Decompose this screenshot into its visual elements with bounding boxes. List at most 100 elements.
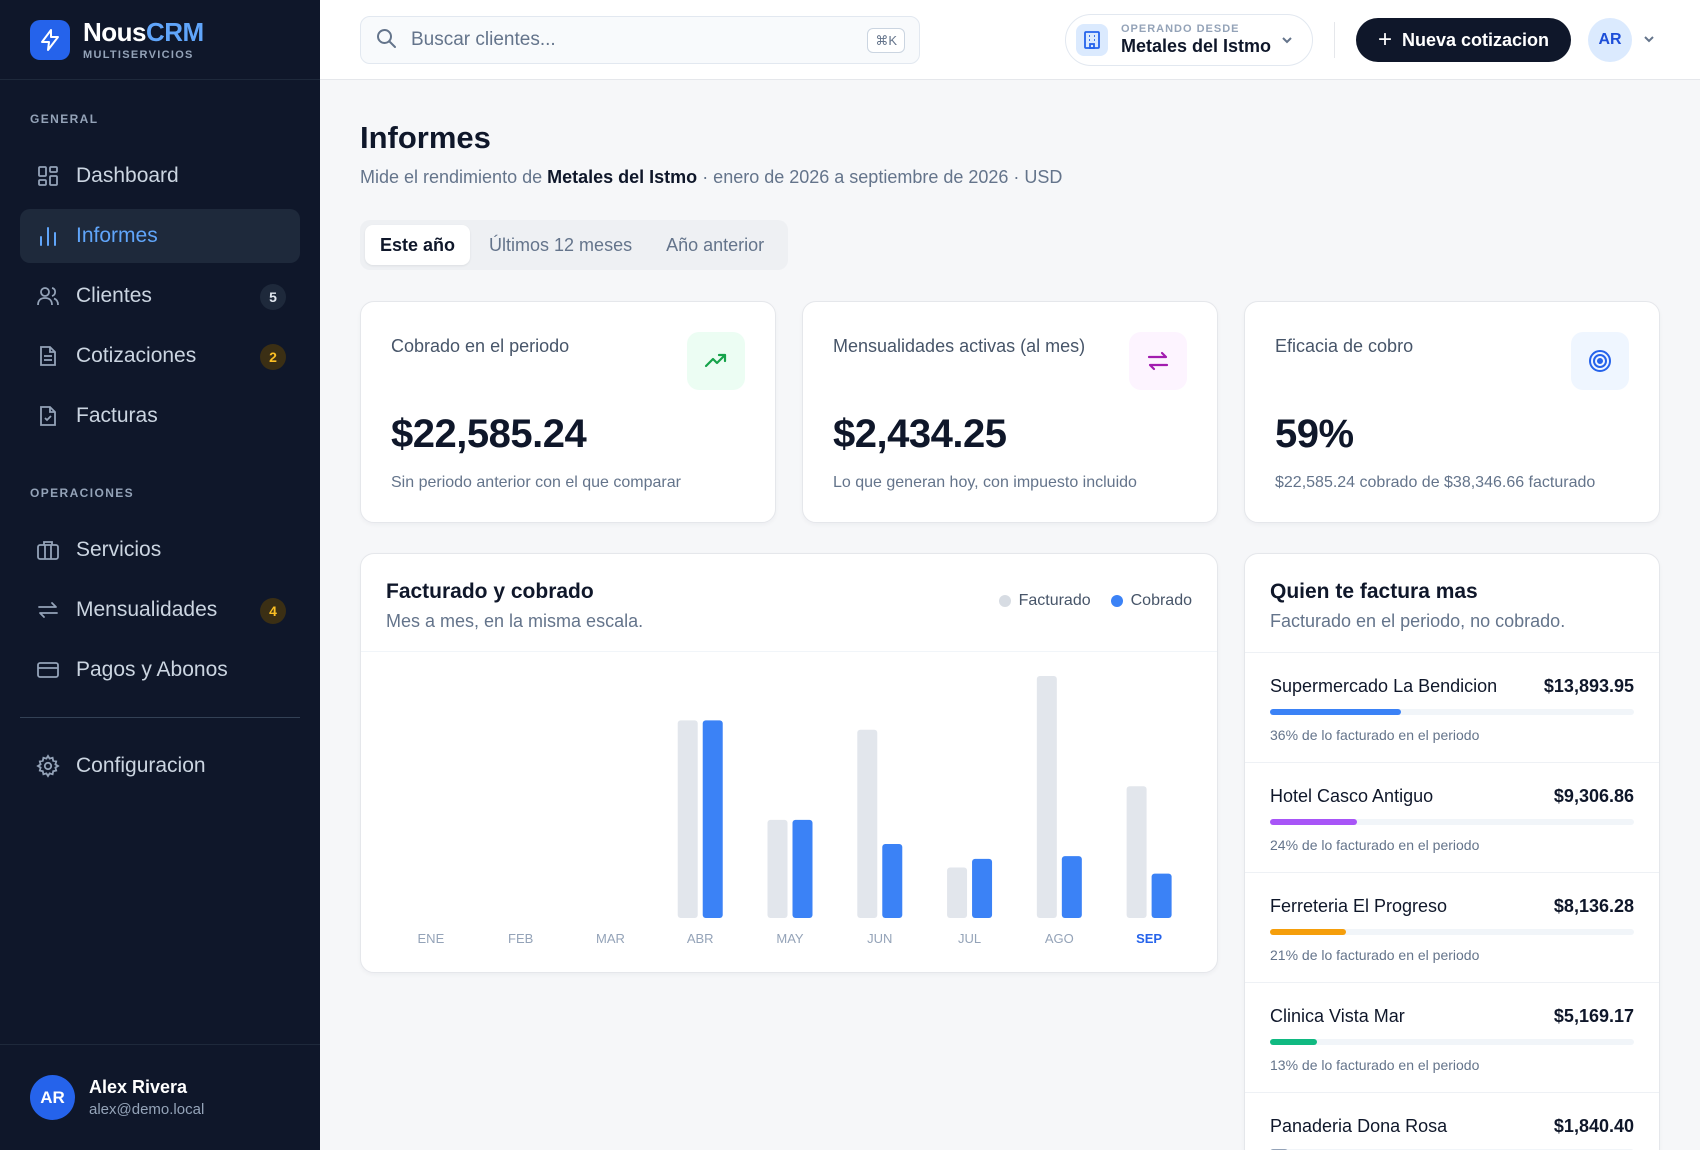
tab-ultimos-12-meses[interactable]: Últimos 12 meses	[489, 234, 633, 255]
list-item[interactable]: Ferreteria El Progreso $8,136.28 21% de …	[1245, 872, 1659, 982]
tab-ano-anterior[interactable]: Año anterior	[666, 234, 765, 255]
x-tick-label: JUL	[958, 931, 981, 946]
kpi-value: 59%	[1275, 412, 1354, 456]
top-clients-subtitle: Facturado en el periodo, no cobrado.	[1270, 611, 1566, 631]
keyboard-shortcut: ⌘K	[867, 28, 905, 53]
client-name: Clinica Vista Mar	[1270, 1006, 1405, 1026]
chart-divider	[361, 651, 1217, 652]
client-share: 21% de lo facturado en el periodo	[1270, 947, 1480, 963]
kpi-label: Cobrado en el periodo	[391, 336, 570, 356]
bar-cobrado-may[interactable]	[792, 819, 813, 918]
client-amount: $1,840.40	[1553, 1116, 1634, 1136]
plus-icon: +	[1377, 26, 1392, 53]
top-clients-title: Quien te factura mas	[1270, 580, 1478, 603]
chart-legend: Facturado Cobrado	[979, 592, 1192, 610]
legend-swatch	[1110, 595, 1123, 607]
share-bar	[1270, 819, 1634, 825]
kpi-card-mensualidades: Mensualidades activas (al mes) $2,434.25…	[802, 301, 1218, 523]
credit-card-icon	[36, 658, 60, 682]
target-icon	[1571, 332, 1629, 390]
brand[interactable]: NousCRM MULTISERVICIOS	[0, 0, 320, 80]
sidebar-item-label: Configuracion	[76, 754, 206, 777]
bar-chart: ENE FEB MAR ABR MAY JUN JUL AGO SEP	[418, 676, 1172, 946]
bar-cobrado-sep[interactable]	[1151, 873, 1172, 918]
client-name: Ferreteria El Progreso	[1270, 896, 1448, 916]
share-bar-fill	[1270, 1039, 1318, 1045]
topbar: Buscar clientes... ⌘K OPERANDO DESDE Met…	[320, 0, 1700, 80]
invoice-icon	[36, 404, 60, 428]
legend-item-cobrado: Cobrado	[1110, 592, 1192, 610]
list-item[interactable]: Clinica Vista Mar $5,169.17 13% de lo fa…	[1245, 982, 1659, 1092]
sidebar-item-label: Servicios	[76, 538, 162, 561]
bar-facturado-sep[interactable]	[1126, 786, 1147, 918]
nav-section-general: GENERAL	[30, 112, 99, 126]
sidebar-item-informes[interactable]: Informes	[20, 209, 300, 263]
chart-card: Facturado y cobrado Mes a mes, en la mis…	[360, 553, 1218, 973]
avatar[interactable]: AR	[1588, 18, 1632, 62]
tab-este-ano[interactable]: Este año	[365, 225, 471, 265]
client-name: Hotel Casco Antiguo	[1270, 786, 1434, 806]
kpi-note: Sin periodo anterior con el que comparar	[391, 474, 681, 491]
sidebar-item-servicios[interactable]: Servicios	[20, 523, 300, 577]
users-icon	[36, 284, 60, 308]
bar-cobrado-abr[interactable]	[702, 720, 723, 918]
lightning-icon	[30, 19, 70, 60]
sidebar-item-mensualidades[interactable]: Mensualidades 4	[20, 583, 300, 637]
user-name: Alex Rivera	[89, 1077, 188, 1097]
sidebar-item-label: Dashboard	[76, 164, 179, 187]
kpi-label: Mensualidades activas (al mes)	[833, 336, 1086, 356]
chevron-down-icon[interactable]	[1642, 32, 1656, 51]
bar-cobrado-ago[interactable]	[1061, 856, 1082, 918]
brand-name: NousCRM	[83, 17, 204, 47]
sidebar-item-clientes[interactable]: Clientes 5	[20, 269, 300, 323]
list-item[interactable]: Supermercado La Bendicion $13,893.95 36%…	[1245, 652, 1659, 762]
client-share: 13% de lo facturado en el periodo	[1270, 1057, 1480, 1073]
sidebar-divider	[20, 717, 300, 718]
page-title: Informes	[360, 120, 491, 155]
bar-facturado-jun[interactable]	[857, 729, 878, 918]
share-bar	[1270, 929, 1634, 935]
bar-cobrado-jun[interactable]	[882, 844, 903, 918]
sidebar-item-cotizaciones[interactable]: Cotizaciones 2	[20, 329, 300, 383]
x-tick-label: ABR	[687, 931, 714, 946]
sidebar-item-label: Informes	[76, 224, 158, 247]
search-placeholder: Buscar clientes...	[411, 29, 556, 50]
list-item[interactable]: Hotel Casco Antiguo $9,306.86 24% de lo …	[1245, 762, 1659, 872]
sidebar-item-label: Mensualidades	[76, 598, 218, 621]
x-tick-label: MAR	[596, 931, 625, 946]
document-icon	[36, 344, 60, 368]
x-tick-label: ENE	[418, 931, 445, 946]
bar-facturado-jul[interactable]	[947, 867, 968, 918]
sidebar-item-configuracion[interactable]: Configuracion	[20, 739, 300, 793]
user-email: alex@demo.local	[89, 1101, 205, 1118]
bar-facturado-may[interactable]	[767, 819, 788, 918]
search-input[interactable]: Buscar clientes... ⌘K	[360, 16, 920, 64]
user-profile[interactable]: AR Alex Rivera alex@demo.local	[0, 1044, 320, 1150]
list-item[interactable]: Panaderia Dona Rosa $1,840.40	[1245, 1092, 1659, 1150]
kpi-value: $2,434.25	[833, 412, 1007, 456]
sidebar-item-dashboard[interactable]: Dashboard	[20, 149, 300, 203]
x-tick-label: AGO	[1045, 931, 1074, 946]
sidebar-item-facturas[interactable]: Facturas	[20, 389, 300, 443]
x-tick-label: JUN	[867, 931, 892, 946]
sidebar: NousCRM MULTISERVICIOS GENERAL Dashboard…	[0, 0, 320, 1150]
kpi-note: Lo que generan hoy, con impuesto incluid…	[833, 474, 1137, 491]
brand-subtitle: MULTISERVICIOS	[83, 49, 194, 61]
building-icon	[1076, 24, 1108, 56]
bar-cobrado-jul[interactable]	[972, 858, 993, 918]
legend-item-facturado: Facturado	[998, 592, 1091, 610]
client-amount: $9,306.86	[1553, 786, 1634, 806]
chart-subtitle: Mes a mes, en la misma escala.	[386, 611, 644, 631]
organization-selector[interactable]: OPERANDO DESDE Metales del Istmo	[1065, 14, 1313, 66]
repeat-icon	[36, 598, 60, 622]
count-badge: 2	[260, 344, 286, 370]
kpi-note: $22,585.24 cobrado de $38,346.66 factura…	[1275, 474, 1596, 491]
search-icon	[375, 27, 397, 54]
new-quote-button[interactable]: + Nueva cotizacion	[1356, 18, 1571, 62]
bar-facturado-abr[interactable]	[677, 720, 698, 918]
kpi-label: Eficacia de cobro	[1275, 336, 1414, 356]
bar-facturado-ago[interactable]	[1036, 676, 1057, 918]
sidebar-item-pagos[interactable]: Pagos y Abonos	[20, 643, 300, 697]
divider	[1334, 22, 1335, 58]
new-quote-label: Nueva cotizacion	[1401, 29, 1550, 50]
